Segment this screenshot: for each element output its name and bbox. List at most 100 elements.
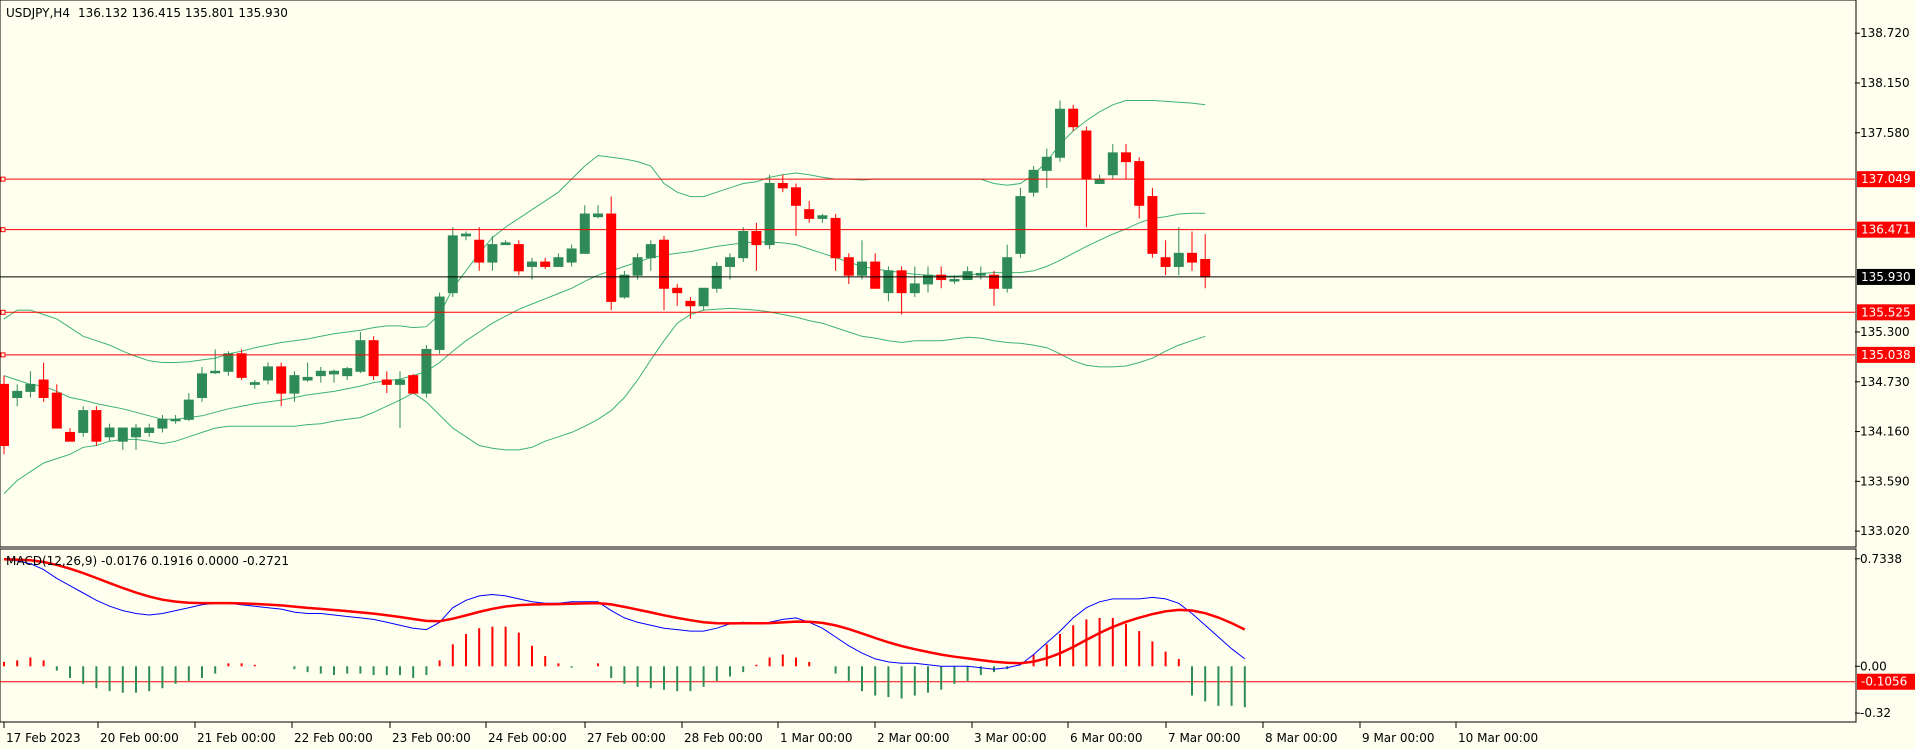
candle <box>78 406 89 437</box>
candle-body <box>474 239 485 263</box>
candle <box>25 371 36 398</box>
candle-body <box>685 300 696 307</box>
level-anchor-handle[interactable] <box>0 352 6 358</box>
candle <box>289 371 300 402</box>
time-tick-label: 27 Feb 00:00 <box>587 731 666 745</box>
candle-body <box>1134 161 1145 206</box>
candle-body <box>962 271 973 281</box>
candle <box>474 227 485 271</box>
candle <box>553 253 564 267</box>
candle <box>249 380 260 389</box>
candle-body <box>329 370 339 375</box>
candle <box>1055 100 1065 162</box>
candle-body <box>791 187 801 206</box>
price-axis: 138.720 138.150 137.580 134.730 134.160 133.5… <box>1855 26 1910 538</box>
candle-body <box>276 366 287 394</box>
candle <box>315 366 326 383</box>
candle-body <box>870 261 881 289</box>
time-tick-label: 10 Mar 00:00 <box>1458 731 1538 745</box>
candle-body <box>263 366 273 381</box>
candle <box>738 227 749 263</box>
candle <box>883 266 894 302</box>
candle-body <box>1200 258 1211 278</box>
candle <box>1015 187 1026 258</box>
time-tick-label: 1 Mar 00:00 <box>780 731 853 745</box>
candle <box>197 366 207 402</box>
candle <box>1147 187 1158 258</box>
time-tick-label: 24 Feb 00:00 <box>488 731 567 745</box>
candle <box>896 266 907 315</box>
candle-body <box>0 383 9 447</box>
time-tick-label: 20 Feb 00:00 <box>100 731 179 745</box>
time-tick-label: 2 Mar 00:00 <box>877 731 950 745</box>
candle-body <box>91 410 102 442</box>
candle <box>817 214 828 223</box>
candle <box>645 240 656 271</box>
level-price-label: 135.525 <box>1861 305 1911 319</box>
candle-body <box>1121 152 1131 163</box>
chart-symbol-label: USDJPY,H4 <box>6 6 70 20</box>
candle-body <box>1147 196 1158 254</box>
macd-axis: 0.7338 0.00 -0.32 <box>1855 552 1902 720</box>
level-price-tag <box>1857 304 1915 321</box>
time-tick-label: 28 Feb 00:00 <box>684 731 763 745</box>
macd-tick-label: 0.00 <box>1860 659 1887 673</box>
time-tick-label: 9 Mar 00:00 <box>1362 731 1435 745</box>
candle <box>513 240 524 276</box>
time-axis: 17 Feb 2023 20 Feb 00:00 21 Feb 00:00 22 Fe… <box>3 722 1538 745</box>
candle <box>725 253 735 280</box>
candle <box>764 174 775 249</box>
candle-body <box>632 257 643 276</box>
level-anchor-handle[interactable] <box>0 227 6 233</box>
candle-body <box>421 348 432 394</box>
candle <box>1134 157 1145 219</box>
candle-body <box>183 399 194 420</box>
time-tick-label: 17 Feb 2023 <box>6 731 81 745</box>
candle-body <box>210 370 221 374</box>
candle <box>157 414 168 433</box>
macd-tick-label: -0.32 <box>1860 706 1891 720</box>
price-tick-label: 133.590 <box>1860 474 1910 488</box>
candle <box>355 331 366 374</box>
candle <box>909 266 920 298</box>
level-anchor-handle[interactable] <box>0 309 6 315</box>
candle <box>1107 144 1118 180</box>
candle <box>487 235 498 271</box>
candle <box>632 253 643 280</box>
candle-body <box>342 368 353 377</box>
macd-level-tag <box>1857 673 1915 690</box>
candle <box>381 371 392 394</box>
candle-body <box>817 215 828 219</box>
candle-body <box>751 231 762 246</box>
candle-body <box>566 248 577 263</box>
candle-body <box>197 373 207 398</box>
candle <box>342 366 353 381</box>
candle-body <box>764 182 775 246</box>
candle-body <box>698 287 709 307</box>
level-anchor-handle[interactable] <box>0 176 6 182</box>
candle <box>1068 104 1079 132</box>
candle <box>1160 240 1171 276</box>
level-price-tag <box>1857 221 1915 238</box>
candle <box>1187 231 1197 271</box>
current-price-tag <box>1857 268 1915 285</box>
candle <box>144 423 155 437</box>
time-tick-label: 22 Feb 00:00 <box>294 731 373 745</box>
candle <box>0 375 9 455</box>
candle-body <box>289 375 300 394</box>
candle-body <box>381 379 392 385</box>
candle-body <box>777 182 788 189</box>
candle <box>500 240 511 246</box>
candle-body <box>540 261 551 267</box>
candle-body <box>1068 108 1079 128</box>
candle <box>91 406 102 446</box>
candle-body <box>25 383 36 392</box>
candle-body <box>975 272 986 276</box>
level-price-tag <box>1857 346 1915 363</box>
candle <box>263 362 273 385</box>
candle <box>777 174 788 193</box>
candle <box>606 196 617 311</box>
level-price-label: 136.471 <box>1861 223 1911 237</box>
candle-body <box>1173 252 1184 267</box>
